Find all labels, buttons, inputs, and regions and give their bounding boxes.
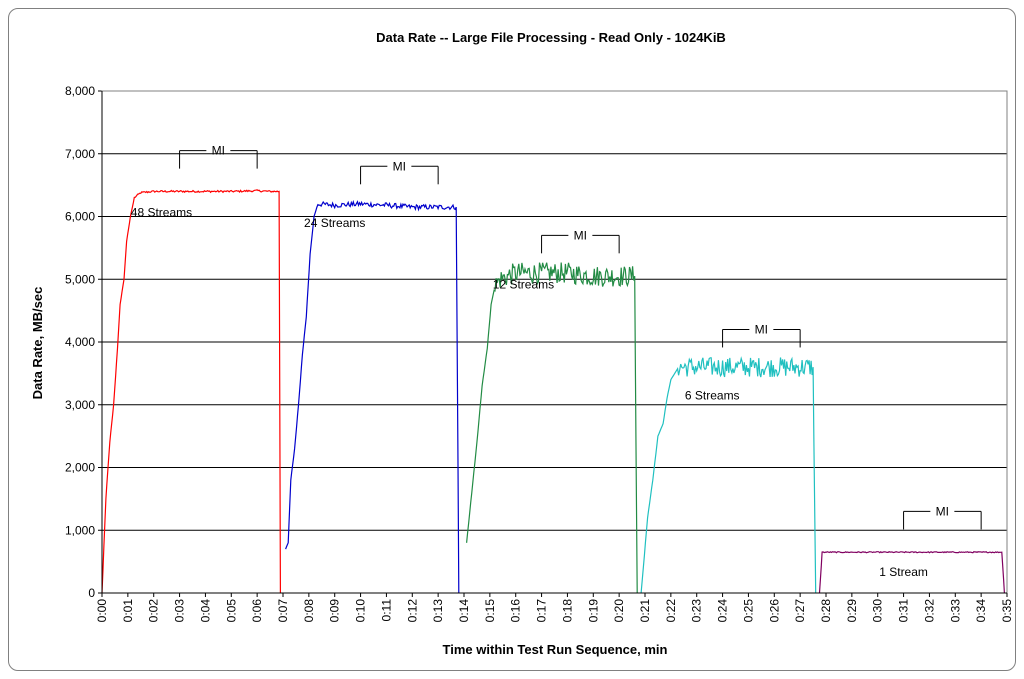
y-tick-label: 0: [88, 586, 95, 600]
mi-label: MI: [393, 159, 406, 173]
x-tick-label: 0:15: [483, 599, 497, 623]
x-tick-label: 0:14: [457, 599, 471, 623]
series-label: 48 Streams: [131, 206, 192, 220]
x-tick-label: 0:11: [379, 599, 393, 622]
x-tick-label: 0:27: [793, 599, 807, 623]
chart-frame: [8, 8, 1016, 671]
x-tick-label: 0:12: [405, 599, 419, 623]
x-tick-label: 0:23: [690, 599, 704, 623]
x-tick-label: 0:22: [664, 599, 678, 623]
x-tick-label: 0:28: [819, 599, 833, 623]
x-tick-label: 0:21: [638, 599, 652, 623]
x-tick-label: 0:01: [121, 599, 135, 623]
series-label: 6 Streams: [685, 389, 740, 403]
y-tick-label: 5,000: [65, 272, 95, 286]
x-tick-label: 0:17: [535, 599, 549, 623]
y-tick-label: 4,000: [65, 335, 95, 349]
series-line-2: [466, 262, 638, 594]
y-tick-label: 7,000: [65, 147, 95, 161]
x-tick-label: 0:08: [302, 599, 316, 623]
x-tick-label: 0:35: [1000, 599, 1014, 623]
x-tick-label: 0:10: [354, 599, 368, 623]
x-tick-label: 0:00: [95, 599, 109, 623]
x-tick-label: 0:13: [431, 599, 445, 623]
x-tick-label: 0:16: [509, 599, 523, 623]
x-tick-label: 0:18: [560, 599, 574, 623]
y-tick-label: 8,000: [65, 84, 95, 98]
series-label: 12 Streams: [493, 278, 554, 292]
mi-label: MI: [574, 228, 587, 242]
x-tick-label: 0:19: [586, 599, 600, 623]
series-label: 1 Stream: [879, 565, 928, 579]
series-line-0: [101, 189, 281, 594]
x-tick-label: 0:26: [767, 599, 781, 623]
series-label: 24 Streams: [304, 216, 365, 230]
x-tick-label: 0:09: [328, 599, 342, 623]
x-tick-label: 0:30: [871, 599, 885, 623]
annotation-layer: 48 Streams 24 Streams 12 Streams 6 Streams 1…: [131, 144, 982, 579]
x-tick-label: 0:20: [612, 599, 626, 623]
x-tick-label: 0:24: [716, 599, 730, 623]
y-tick-label: 2,000: [65, 461, 95, 475]
x-tick-label: 0:03: [173, 599, 187, 623]
series-line-4: [818, 551, 1005, 594]
mi-label: MI: [755, 322, 768, 336]
mi-label: MI: [936, 504, 949, 518]
y-axis-title: Data Rate, MB/sec: [30, 287, 45, 400]
x-tick-label: 0:05: [224, 599, 238, 623]
mi-label: MI: [212, 144, 225, 158]
x-tick-label: 0:02: [147, 599, 161, 623]
axis-layer: 0 1,000 2,000 3,000 4,000 5,000 6,000 7,000 8,00…: [65, 84, 1014, 622]
x-tick-label: 0:32: [922, 599, 936, 623]
chart-title: Data Rate -- Large File Processing - Rea…: [376, 30, 726, 45]
series-line-3: [640, 356, 817, 594]
x-tick-label: 0:31: [897, 599, 911, 623]
x-tick-label: 0:33: [948, 599, 962, 623]
y-tick-label: 3,000: [65, 398, 95, 412]
x-axis-title: Time within Test Run Sequence, min: [443, 642, 668, 657]
x-tick-label: 0:06: [250, 599, 264, 623]
x-tick-label: 0:29: [845, 599, 859, 623]
x-tick-label: 0:07: [276, 599, 290, 623]
x-tick-label: 0:34: [974, 599, 988, 623]
x-tick-label: 0:25: [741, 599, 755, 623]
series-line-1: [285, 199, 460, 594]
grid-layer: [102, 90, 1007, 531]
y-tick-label: 6,000: [65, 210, 95, 224]
y-tick-label: 1,000: [65, 523, 95, 537]
series-layer: [101, 189, 1005, 594]
x-tick-label: 0:04: [198, 599, 212, 623]
